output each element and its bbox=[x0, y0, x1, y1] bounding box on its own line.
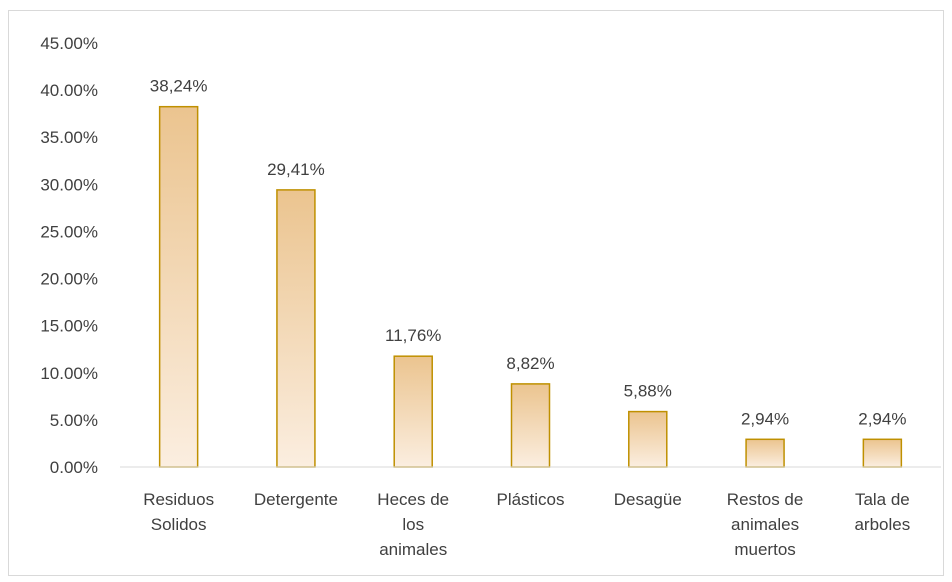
y-tick-label: 0.00% bbox=[50, 458, 98, 477]
y-tick-label: 20.00% bbox=[40, 270, 98, 289]
x-category-label: Residuos Solidos bbox=[143, 490, 214, 534]
y-tick-label: 40.00% bbox=[40, 81, 98, 100]
y-tick-label: 5.00% bbox=[50, 411, 98, 430]
y-tick-label: 10.00% bbox=[40, 364, 98, 383]
bar bbox=[628, 410, 668, 468]
bar bbox=[745, 438, 785, 468]
x-category-label: Tala de arboles bbox=[854, 490, 910, 534]
bar bbox=[276, 189, 316, 468]
bar bbox=[393, 355, 433, 468]
y-axis-tick-labels: 0.00% 5.00% 10.00% 15.00% 20.00% 25.00% 30.00%… bbox=[40, 34, 98, 477]
x-category-label: Desagüe bbox=[614, 490, 682, 509]
data-label: 29,41% bbox=[267, 160, 325, 179]
y-tick-label: 15.00% bbox=[40, 317, 98, 336]
data-label: 2,94% bbox=[741, 409, 789, 428]
data-labels: 38,24% 29,41% 11,76% 8,82% 5,88% 2,94% 2,94% bbox=[150, 77, 907, 429]
bars bbox=[158, 105, 903, 468]
y-tick-label: 35.00% bbox=[40, 128, 98, 147]
chart-frame: 0.00% 5.00% 10.00% 15.00% 20.00% 25.00% 30.00%… bbox=[8, 10, 944, 576]
bar bbox=[158, 105, 199, 468]
y-tick-label: 25.00% bbox=[40, 222, 98, 241]
bar-chart: 0.00% 5.00% 10.00% 15.00% 20.00% 25.00% 30.00%… bbox=[40, 34, 941, 559]
y-tick-label: 45.00% bbox=[40, 34, 98, 53]
data-label: 5,88% bbox=[624, 382, 672, 401]
data-label: 11,76% bbox=[385, 326, 441, 345]
x-category-label: Detergente bbox=[254, 490, 338, 509]
data-label: 38,24% bbox=[150, 77, 208, 96]
bar bbox=[862, 438, 903, 468]
x-category-label: Plásticos bbox=[496, 490, 564, 509]
data-label: 8,82% bbox=[506, 354, 554, 373]
y-tick-label: 30.00% bbox=[40, 175, 98, 194]
data-label: 2,94% bbox=[858, 409, 906, 428]
x-category-label: Heces de los animales bbox=[377, 490, 449, 559]
bar bbox=[510, 383, 551, 468]
x-category-label: Restos de animales muertos bbox=[727, 490, 804, 559]
x-axis-category-labels: Residuos Solidos Detergente Heces de los anim… bbox=[143, 490, 910, 559]
